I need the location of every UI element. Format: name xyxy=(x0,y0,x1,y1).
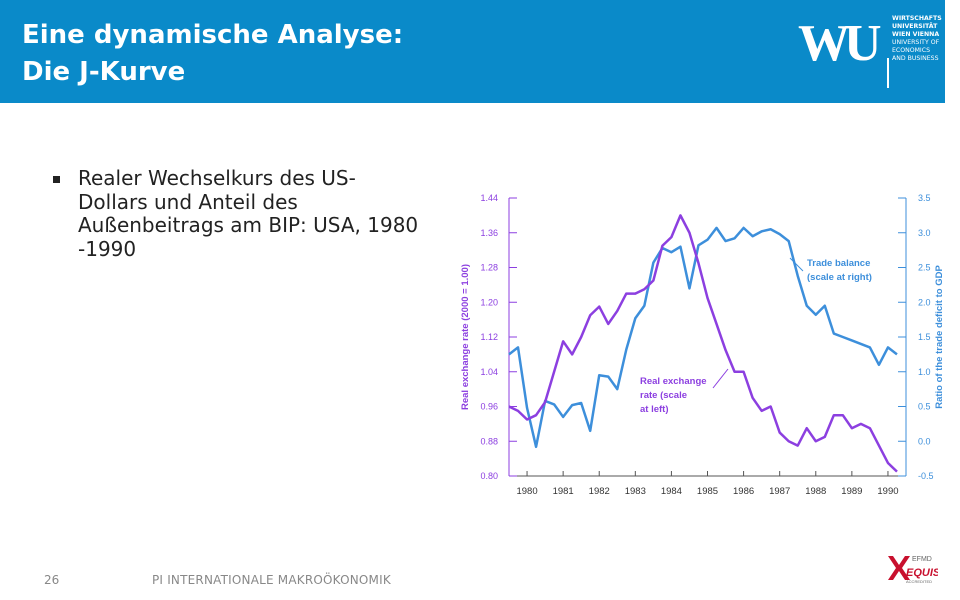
efmd-label: EFMD xyxy=(912,556,932,563)
x-tick-label: 1982 xyxy=(589,486,610,497)
equis-label: EQUIS xyxy=(906,567,938,579)
x-tick-label: 1984 xyxy=(661,486,682,497)
left-y-tick-label: 1.20 xyxy=(480,297,498,307)
bullet-text: Realer Wechselkurs des US-Dollars und An… xyxy=(78,166,419,261)
page-number: 26 xyxy=(44,573,60,587)
title-line-2: Die J-Kurve xyxy=(22,57,186,87)
right-y-tick-label: 0.5 xyxy=(918,402,931,412)
logo-line-5: ECONOMICS xyxy=(892,47,931,55)
logo-line-1: WIRTSCHAFTS xyxy=(892,15,942,22)
right-axis-title: Ratio of the trade deficit to GDP xyxy=(934,265,945,409)
x-tick-label: 1986 xyxy=(733,486,754,497)
equis-mark-icon xyxy=(888,556,910,580)
bullet-list: Realer Wechselkurs des US-Dollars und An… xyxy=(44,166,424,261)
right-y-tick-label: 0.0 xyxy=(918,436,931,446)
wu-logo-text: WIRTSCHAFTS UNIVERSITÄT WIEN VIENNA UNIV… xyxy=(892,15,942,64)
left-axis-title: Real exchange rate (2000 = 1.00) xyxy=(460,264,471,410)
right-y-tick-label: 3.0 xyxy=(918,228,931,238)
real-exchange-rate-line xyxy=(508,214,898,473)
x-tick-label: 1990 xyxy=(877,486,898,497)
left-y-tick-label: 1.04 xyxy=(480,367,498,377)
exchange-rate-leader xyxy=(712,368,729,389)
wu-logo: WU xyxy=(798,15,889,88)
exchange-rate-annotation-line-1: Real exchange xyxy=(640,376,707,387)
right-y-tick-label: 1.0 xyxy=(918,367,931,377)
wu-logo-divider xyxy=(887,58,889,88)
left-y-tick-label: 0.80 xyxy=(480,471,498,481)
x-tick-label: 1983 xyxy=(625,486,646,497)
trade-balance-line xyxy=(508,226,898,449)
wu-logo-mark: WU xyxy=(798,15,881,72)
slide-title: Eine dynamische Analyse: Die J-Kurve xyxy=(22,17,403,91)
exchange-rate-annotation-line-3: at left) xyxy=(640,404,669,415)
footer-course: PI INTERNATIONALE MAKROÖKONOMIK xyxy=(152,573,391,587)
x-tick-label: 1985 xyxy=(697,486,718,497)
logo-line-4: UNIVERSITY OF xyxy=(892,39,940,47)
logo-line-2: UNIVERSITÄT xyxy=(892,23,938,31)
trade-balance-leader xyxy=(789,257,804,272)
trade-balance-annotation-line-2: (scale at right) xyxy=(807,272,872,283)
logo-line-3: WIEN VIENNA xyxy=(892,31,940,39)
left-y-tick-label: 1.36 xyxy=(480,228,498,238)
right-y-tick-label: 2.0 xyxy=(918,297,931,307)
x-tick-label: 1981 xyxy=(553,486,574,497)
exchange-rate-annotation-line-2: rate (scale xyxy=(640,390,687,401)
right-y-tick-label: 3.5 xyxy=(918,193,931,203)
left-y-tick-label: 1.28 xyxy=(480,263,498,273)
logo-line-6: AND BUSINESS xyxy=(892,55,939,63)
x-tick-label: 1980 xyxy=(516,486,537,497)
right-y-tick-label: 2.5 xyxy=(918,263,931,273)
left-y-tick-label: 0.96 xyxy=(480,402,498,412)
x-tick-label: 1988 xyxy=(805,486,826,497)
x-tick-label: 1989 xyxy=(841,486,862,497)
left-y-tick-label: 0.88 xyxy=(480,436,498,446)
title-bar: Eine dynamische Analyse: Die J-Kurve WU … xyxy=(0,0,945,103)
equis-accreditation-logo: EFMD EQUIS ACCREDITED xyxy=(888,556,938,584)
left-y-tick-label: 1.12 xyxy=(480,332,498,342)
title-line-1: Eine dynamische Analyse: xyxy=(22,20,404,50)
square-bullet-icon xyxy=(53,176,60,183)
bullet-item: Realer Wechselkurs des US-Dollars und An… xyxy=(44,166,424,261)
right-y-tick-label: -0.5 xyxy=(918,471,934,481)
trade-balance-annotation-line-1: Trade balance xyxy=(807,258,870,269)
j-curve-chart: 0.80 0.88 0.96 1.04 1.12 1.20 1.28 1.36 1.44 -0.5… xyxy=(460,193,945,497)
right-y-tick-label: 1.5 xyxy=(918,332,931,342)
accredited-label: ACCREDITED xyxy=(906,579,932,584)
x-tick-label: 1987 xyxy=(769,486,790,497)
left-y-tick-label: 1.44 xyxy=(480,193,498,203)
